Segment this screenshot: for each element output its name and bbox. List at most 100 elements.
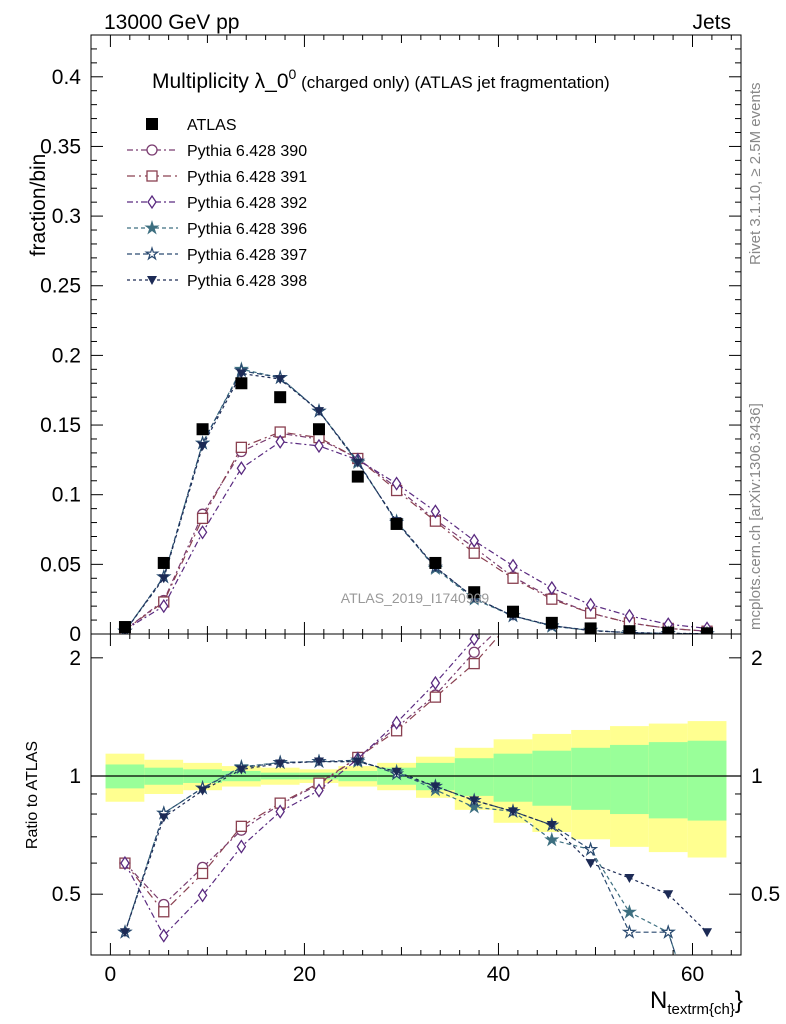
y-tick-label: 0.2 xyxy=(52,344,81,367)
ratio-point xyxy=(468,657,480,670)
ratio-point xyxy=(352,757,363,767)
series-point xyxy=(197,525,208,540)
ratio-plot-area xyxy=(91,634,741,955)
chart-title-rest: (charged only) (ATLAS jet fragmentation) xyxy=(296,73,609,92)
ratio-y-tick-label-right: 1 xyxy=(751,765,763,788)
ratio-y-tick-label-left: 1 xyxy=(69,765,81,788)
ratio-point xyxy=(469,634,479,647)
y-axis-label: fraction/bin xyxy=(27,154,50,257)
data-point xyxy=(274,391,287,404)
legend-marker xyxy=(147,194,157,210)
series-point xyxy=(546,593,558,605)
y-tick-label: 0.3 xyxy=(52,205,81,228)
chart-title: Multiplicity λ_00 (charged only) (ATLAS … xyxy=(152,66,610,93)
data-point xyxy=(468,586,481,599)
series-point xyxy=(313,407,324,417)
ratio-point xyxy=(197,786,208,796)
legend-marker xyxy=(144,219,160,235)
data-point xyxy=(662,626,675,634)
series-line xyxy=(124,372,708,634)
series-point xyxy=(585,597,596,612)
series-point xyxy=(275,434,285,449)
ratio-point xyxy=(158,928,169,943)
ratio-band-inner xyxy=(571,747,611,810)
legend-label: Pythia 6.428 390 xyxy=(187,143,307,160)
series-point xyxy=(352,458,363,468)
y-tick-label: 0.05 xyxy=(40,553,81,576)
x-axis-label-main: N xyxy=(650,987,667,1014)
data-point xyxy=(507,605,520,618)
ratio-point xyxy=(663,890,674,900)
ratio-point xyxy=(430,782,441,792)
ratio-point xyxy=(275,759,286,769)
main-plot-area xyxy=(117,361,715,634)
series-point xyxy=(468,547,480,559)
ratio-point xyxy=(314,783,324,798)
legend: ATLAS Pythia 6.428 390 Pythia 6.428 391 Pyt… xyxy=(127,117,307,290)
series-point xyxy=(469,533,479,548)
legend-entry: ATLAS xyxy=(146,117,237,134)
ratio-band-inner xyxy=(687,740,727,821)
legend-label: Pythia 6.428 392 xyxy=(187,195,307,212)
data-point xyxy=(196,423,209,436)
ratio-point xyxy=(466,799,482,814)
series-point xyxy=(236,461,247,476)
data-point xyxy=(584,622,597,634)
ratio-series-3 xyxy=(120,634,479,943)
ratio-series-line xyxy=(124,760,677,955)
ratio-point xyxy=(469,796,480,806)
data-point xyxy=(235,377,248,390)
ratio-y-axis-label: Ratio to ATLAS xyxy=(24,741,41,849)
ratio-band-inner xyxy=(610,744,649,815)
analysis-watermark: ATLAS_2019_I1740909 xyxy=(341,590,490,606)
ratio-band-inner xyxy=(648,742,688,819)
y-tick-label: 0.15 xyxy=(40,414,81,437)
legend-entry: Pythia 6.428 398 xyxy=(127,273,307,290)
data-point xyxy=(429,556,442,569)
series-point xyxy=(314,438,324,454)
header-right: Jets xyxy=(692,11,731,34)
legend-label: Pythia 6.428 396 xyxy=(187,221,307,238)
series-point xyxy=(236,369,247,379)
y-tick-label: 0 xyxy=(69,623,81,646)
data-point xyxy=(312,423,325,436)
y-tick-label: 0.35 xyxy=(40,135,81,158)
x-tick-label: 0 xyxy=(105,963,117,986)
ratio-point xyxy=(391,767,402,777)
ratio-plot-frame xyxy=(90,633,742,956)
ratio-point xyxy=(236,839,247,854)
legend-label: Pythia 6.428 397 xyxy=(187,247,307,264)
ratio-series-line xyxy=(124,634,502,913)
ratio-point xyxy=(429,691,442,703)
legend-marker xyxy=(144,245,160,261)
x-tick-label: 20 xyxy=(293,963,316,986)
ratio-point xyxy=(621,924,637,939)
series-point xyxy=(275,375,286,385)
series-point xyxy=(507,572,519,584)
rivet-version-label: Rivet 3.1.10, ≥ 2.5M events xyxy=(747,83,764,266)
series-point xyxy=(430,504,441,519)
ratio-series-group xyxy=(117,634,713,955)
chart-title-main: Multiplicity λ_0 xyxy=(152,70,289,93)
ratio-point xyxy=(313,757,324,767)
header-left: 13000 GeV pp xyxy=(104,11,239,34)
x-tick-label: 40 xyxy=(487,963,510,986)
ratio-uncertainty-bands xyxy=(91,721,741,858)
ratio-point xyxy=(546,821,557,831)
legend-entry: Pythia 6.428 397 xyxy=(127,245,307,264)
ratio-point xyxy=(275,804,285,819)
x-axis-label-close: } xyxy=(735,987,743,1014)
legend-label: ATLAS xyxy=(187,117,237,134)
legend-marker xyxy=(147,276,157,285)
ratio-y-tick-label-right: 0.5 xyxy=(751,883,780,906)
ratio-point xyxy=(621,904,637,919)
data-point xyxy=(623,625,636,634)
ratio-point xyxy=(624,873,635,883)
ratio-series-line xyxy=(124,759,677,955)
ratio-point xyxy=(660,924,676,939)
ratio-point xyxy=(468,646,480,658)
ratio-point xyxy=(236,765,247,775)
ratio-series-line xyxy=(124,634,479,937)
series-point xyxy=(547,580,557,596)
